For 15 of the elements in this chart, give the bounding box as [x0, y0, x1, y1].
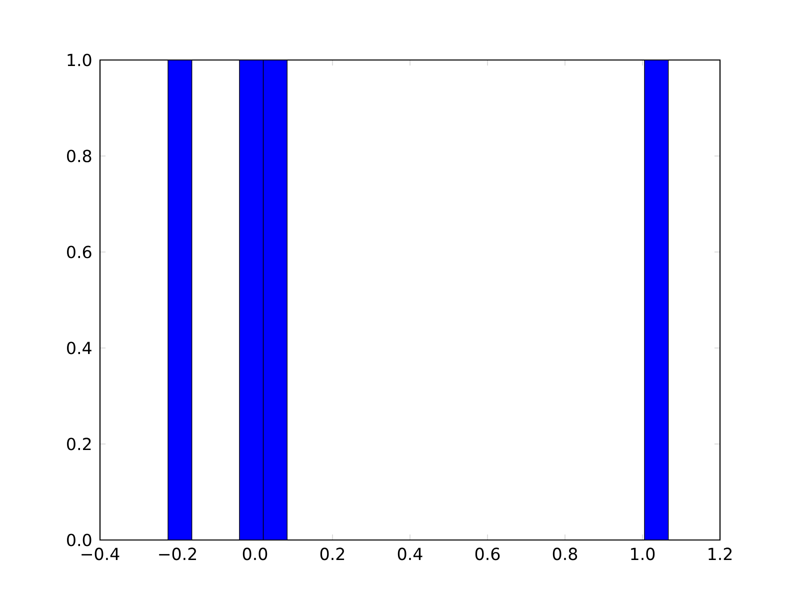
x-tick-label: 0.6	[475, 548, 500, 560]
y-tick-label: 0.8	[67, 150, 92, 162]
x-tick-label: 1.2	[708, 548, 732, 560]
y-tick-label: 1.0	[68, 54, 92, 66]
x-tick-label: 0.8	[552, 548, 578, 560]
y-tick-label: 0.4	[67, 342, 92, 354]
x-tick-label: 1.0	[631, 548, 655, 560]
x-tick-label: 0.4	[398, 548, 422, 560]
x-tick-label: 0.0	[242, 548, 268, 560]
x-tick-label: −0.4	[82, 548, 120, 560]
y-tick-label: 0.0	[67, 534, 92, 546]
x-tick-label: −0.2	[159, 548, 196, 560]
y-tick-label: 0.6	[67, 246, 92, 258]
x-tick-label: 0.2	[320, 548, 344, 560]
y-tick-label: 0.2	[67, 438, 91, 450]
